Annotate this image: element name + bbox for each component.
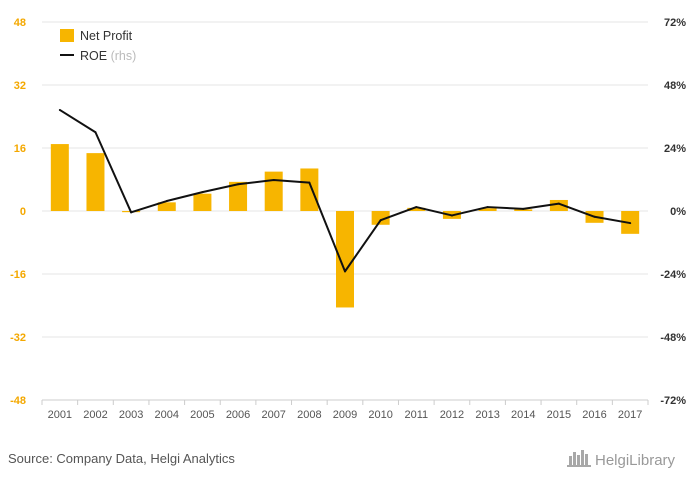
bar-net-profit [549,199,568,211]
x-tick-label: 2002 [83,409,107,421]
x-tick-label: 2013 [475,409,499,421]
axes: 48 32 16 0 -16 -32 -48 72% 48% 24% 0% -24% -48% -72% 2… [10,17,686,421]
point-roe [486,206,489,209]
y-left-tick-label: 0 [20,206,26,218]
y-right-tick-label: 48% [664,80,686,92]
point-roe [629,222,632,225]
point-roe [308,181,311,184]
point-roe [201,191,204,194]
legend-label-roe: ROE (rhs) [80,49,136,63]
x-tick-label: 2004 [155,409,179,421]
point-roe [130,211,133,214]
y-left-tick-label: 32 [14,80,26,92]
y-right-tick-label: 0% [670,206,686,218]
legend-label-roe-suffix: (rhs) [111,49,137,63]
y-left-tick-label: 16 [14,143,26,155]
x-tick-label: 2006 [226,409,250,421]
bar-net-profit [50,144,69,211]
legend-label-net-profit: Net Profit [80,29,133,43]
x-tick-label: 2014 [511,409,535,421]
point-roe [450,214,453,217]
source-caption: Source: Company Data, Helgi Analytics [8,451,235,466]
y-right-tick-label: 72% [664,17,686,29]
y-right-tick-label: -72% [660,395,686,407]
point-roe [94,131,97,134]
x-tick-label: 2011 [404,409,428,421]
brand-skyline-icon [567,450,591,467]
bar-net-profit [336,211,354,308]
point-roe [379,219,382,222]
x-tick-label: 2009 [333,409,357,421]
x-tick-label: 2012 [440,409,464,421]
point-roe [272,179,275,182]
bar-net-profit [514,209,533,211]
bar-net-profit [157,202,176,211]
y-right-tick-label: -24% [660,269,686,281]
bar-net-profit [229,181,248,211]
point-roe [237,183,240,186]
x-tick-label: 2003 [119,409,143,421]
y-left-tick-label: -48 [10,395,26,407]
y-right-tick-label: 24% [664,143,686,155]
y-right-tick-label: -48% [660,332,686,344]
point-roe [557,202,560,205]
x-tick-label: 2008 [297,409,321,421]
point-roe [593,215,596,218]
point-roe [344,270,346,273]
brand-logo: HelgiLibrary [567,450,676,469]
x-tick-label: 2001 [48,409,72,421]
point-roe [415,206,418,209]
bar-net-profit [371,211,390,225]
bar-net-profit [193,193,212,211]
bar-net-profit [300,168,319,211]
line-series [58,108,632,273]
x-tick-label: 2015 [547,409,571,421]
legend: Net Profit ROE (rhs) [60,29,136,63]
legend-label-roe-name: ROE [80,49,107,63]
y-left-tick-label: -32 [10,332,26,344]
x-tick-label: 2005 [190,409,214,421]
point-roe [58,108,61,111]
legend-swatch-net-profit [60,29,74,42]
point-roe [522,207,525,210]
brand-name: HelgiLibrary [595,452,676,469]
x-tick-label: 2017 [618,409,642,421]
bar-net-profit [407,207,426,211]
bar-net-profit [478,208,497,211]
x-tick-label: 2007 [261,409,285,421]
bar-series [50,144,640,308]
point-roe [165,200,168,203]
bar-net-profit [86,153,105,211]
x-tick-label: 2016 [582,409,606,421]
y-left-tick-label: 48 [14,17,26,29]
x-tick-label: 2010 [368,409,392,421]
bar-net-profit [264,171,283,211]
y-left-tick-label: -16 [10,269,26,281]
